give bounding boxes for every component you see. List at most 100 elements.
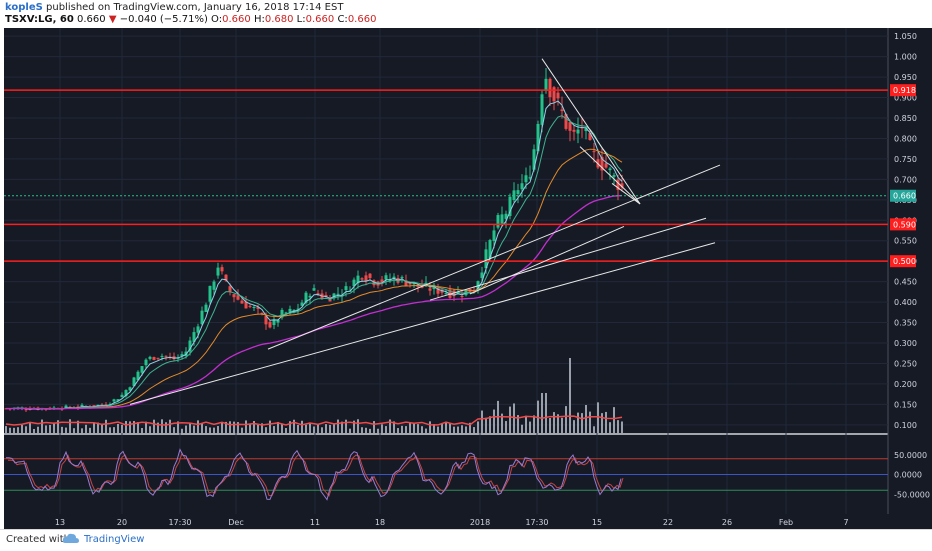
x-tick-label: 17:30: [168, 518, 191, 527]
volume-bar: [289, 421, 291, 433]
last-price-label: 0.660: [893, 192, 916, 201]
y-tick-label: 0.750: [894, 155, 917, 164]
candle: [304, 292, 308, 303]
volume-bar: [21, 425, 23, 433]
candle: [336, 293, 340, 295]
volume-bar: [457, 426, 459, 433]
candle: [540, 94, 544, 125]
x-tick-label: 22: [663, 518, 673, 527]
price-axis: [888, 28, 932, 514]
y-tick-label: 0.100: [894, 421, 917, 430]
volume-bar: [293, 419, 295, 433]
volume-bar: [277, 421, 279, 433]
level-price-tag: [890, 218, 916, 231]
volume-bar: [505, 421, 507, 433]
candle: [616, 179, 620, 190]
volume-bar: [89, 427, 91, 433]
candle: [192, 332, 196, 342]
last-price-tag: [890, 189, 916, 202]
volume-bar: [493, 409, 495, 433]
volume-bar: [49, 424, 51, 433]
volume-bar: [29, 423, 31, 433]
volume-bar: [265, 427, 267, 433]
volume-bar: [61, 426, 63, 433]
volume-bar: [333, 424, 335, 433]
close-label: C:: [337, 14, 348, 25]
volume-bar: [185, 425, 187, 433]
price-pane: [4, 28, 888, 433]
candle: [244, 301, 248, 309]
candle: [548, 78, 552, 98]
trendline: [469, 225, 625, 295]
candle: [220, 267, 224, 272]
candle: [152, 357, 156, 360]
symbol-interval[interactable]: TSXV:LG, 60: [5, 14, 74, 25]
candle: [308, 295, 312, 298]
tradingview-cloud-icon[interactable]: [62, 532, 80, 546]
x-tick-label: 26: [722, 518, 732, 527]
volume-bar: [345, 419, 347, 433]
volume-bar: [485, 417, 487, 433]
candle: [92, 405, 96, 407]
candle: [256, 307, 260, 309]
volume-bar: [313, 426, 315, 433]
volume-bar: [373, 421, 375, 433]
volume-bar: [65, 427, 67, 433]
ohlc-line: TSXV:LG, 60 0.660 ▼ −0.040 (−5.71%) O:0.…: [5, 14, 376, 25]
candle: [140, 366, 144, 373]
volume-bar: [173, 427, 175, 433]
volume-bar: [137, 422, 139, 433]
y-tick-label: 0.200: [894, 380, 917, 389]
candle: [316, 293, 320, 295]
candle: [248, 305, 252, 307]
volume-bar: [533, 415, 535, 433]
level-price-label: 0.918: [893, 86, 916, 95]
candle: [504, 213, 508, 219]
volume-bar: [377, 428, 379, 433]
candle: [264, 315, 268, 325]
candle: [576, 129, 580, 134]
candle: [368, 273, 372, 279]
candle: [444, 293, 448, 295]
y-tick-label: 0.150: [894, 400, 917, 409]
candle: [524, 175, 528, 183]
candle: [284, 312, 288, 314]
volume-bar: [141, 428, 143, 433]
volume-bar: [545, 393, 547, 433]
footer-bar: Created with TradingView: [0, 529, 932, 551]
volume-bar: [481, 410, 483, 433]
volume-bar: [321, 427, 323, 433]
volume-bar: [133, 421, 135, 433]
volume-bar: [69, 419, 71, 433]
candle: [588, 133, 592, 141]
x-tick-label: Dec: [228, 518, 243, 527]
trendline: [429, 217, 707, 301]
level-price-tag: [890, 84, 916, 97]
tradingview-brand-link[interactable]: TradingView: [84, 534, 145, 545]
price-chart[interactable]: 1.050 1.000 0.950 0.900 0.850 0.800 0.750 0.700…: [0, 28, 932, 529]
candle: [312, 288, 316, 291]
y-tick-label: 0.450: [894, 278, 917, 287]
candle: [360, 278, 364, 280]
volume-bar: [77, 420, 79, 433]
y-tick-label: 0.900: [894, 94, 917, 103]
volume-bar: [541, 393, 543, 433]
author-link[interactable]: kopleS: [5, 2, 43, 13]
volume-bar: [105, 419, 107, 433]
candle: [384, 275, 388, 280]
level-price-label: 0.590: [893, 220, 916, 229]
volume-bar: [525, 415, 527, 433]
volume-bar: [117, 423, 119, 433]
candle: [564, 114, 568, 129]
osc-main-line: [5, 448, 622, 501]
y-tick-label: 0.850: [894, 114, 917, 123]
candle: [232, 294, 236, 298]
volume-bar: [5, 426, 7, 433]
close-value: 0.660: [347, 14, 377, 25]
candle: [300, 302, 304, 306]
candle: [380, 279, 384, 283]
level-price-label: 0.500: [893, 257, 916, 266]
candle: [612, 175, 616, 177]
last-price: 0.660: [77, 14, 106, 25]
high-label: H:: [253, 14, 265, 25]
